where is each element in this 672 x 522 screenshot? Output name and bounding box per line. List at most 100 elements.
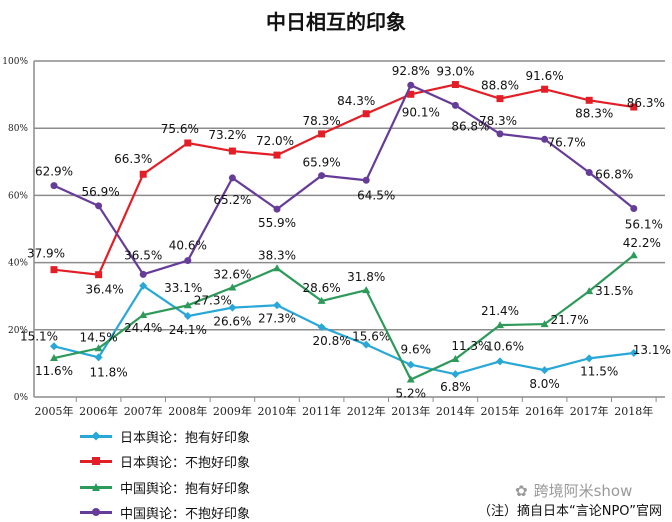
data-point: [273, 151, 281, 159]
data-label: 62.9%: [35, 165, 73, 179]
data-label: 14.5%: [80, 330, 118, 344]
data-label: 11.8%: [90, 365, 128, 379]
source-note: （注）摘自日本“言论NPO”官网: [478, 504, 663, 519]
series-line: [53, 284, 634, 376]
data-label: 65.2%: [213, 193, 251, 207]
data-label: 9.6%: [401, 343, 432, 357]
y-tick-label: 100%: [2, 57, 28, 67]
data-point: [407, 90, 415, 98]
series-line: [53, 254, 635, 381]
data-label: 56.9%: [82, 185, 120, 199]
data-point: [95, 202, 103, 210]
y-tick-label: 20%: [8, 326, 28, 336]
x-tick-label: 2010年: [258, 404, 297, 418]
x-tick-label: 2006年: [79, 404, 118, 418]
data-label: 32.6%: [213, 267, 251, 281]
y-tick-label: 40%: [8, 259, 28, 269]
data-point: [317, 323, 326, 332]
data-point: [183, 312, 192, 321]
x-tick-label: 2015年: [481, 404, 520, 418]
data-label: 88.8%: [481, 79, 519, 93]
data-label: 31.8%: [347, 270, 385, 284]
data-point: [184, 257, 192, 265]
x-tick-label: 2013年: [391, 404, 430, 418]
data-point: [541, 135, 549, 143]
data-point: [540, 366, 549, 375]
data-point: [629, 348, 638, 357]
legend-label: 中国舆论：不抱好印象: [120, 507, 251, 522]
data-label: 24.1%: [169, 323, 207, 337]
x-tick-label: 2005年: [35, 404, 74, 418]
data-point: [629, 251, 638, 259]
data-point: [228, 174, 236, 182]
data-point: [139, 311, 148, 319]
data-label: 66.3%: [114, 152, 152, 166]
data-point: [407, 81, 415, 89]
data-label: 78.3%: [479, 114, 517, 128]
data-label: 28.6%: [303, 281, 341, 295]
data-point: [496, 357, 504, 366]
data-point: [496, 321, 504, 329]
data-point: [50, 182, 58, 190]
legend-item-japan-unfavorable: 日本舆论：不抱好印象: [80, 452, 250, 471]
data-label: 15.6%: [352, 330, 390, 344]
data-point: [94, 344, 103, 352]
data-label: 88.3%: [575, 106, 613, 120]
data-point: [139, 170, 147, 178]
x-tick-label: 2008年: [168, 404, 207, 418]
data-point: [451, 101, 459, 109]
data-label: 90.1%: [402, 105, 440, 119]
data-point: [183, 301, 192, 309]
data-point: [451, 370, 460, 379]
data-point: [585, 96, 593, 104]
data-point: [94, 353, 103, 362]
y-tick-label: 0%: [14, 393, 29, 403]
data-label: 33.1%: [164, 281, 202, 295]
data-label: 26.6%: [213, 315, 251, 329]
data-point: [362, 110, 370, 118]
data-label: 13.1%: [633, 343, 671, 357]
data-label: 36.4%: [86, 283, 124, 297]
data-point: [585, 169, 593, 177]
data-point: [273, 301, 281, 310]
data-label: 40.6%: [169, 239, 207, 253]
data-label: 11.6%: [35, 364, 73, 378]
data-label: 37.9%: [27, 247, 65, 261]
data-point: [50, 266, 58, 274]
data-point: [228, 147, 236, 155]
data-label: 5.2%: [396, 387, 427, 401]
data-point: [630, 205, 638, 213]
legend-item-china-unfavorable: 中国舆论：不抱好印象: [80, 503, 250, 522]
data-point: [273, 205, 281, 213]
legend-item-china-favorable: 中国舆论：抱有好印象: [80, 478, 250, 497]
data-point: [273, 264, 281, 272]
data-label: 76.7%: [548, 135, 586, 149]
x-tick-label: 2016年: [525, 404, 564, 418]
data-label: 93.0%: [436, 65, 474, 79]
data-point: [318, 130, 326, 138]
data-point: [406, 360, 415, 369]
data-point: [585, 354, 594, 363]
data-label: 92.8%: [392, 64, 430, 78]
data-label: 10.6%: [486, 339, 524, 353]
x-tick-label: 2009年: [213, 404, 252, 418]
data-label: 86.3%: [627, 96, 665, 110]
data-point: [184, 139, 192, 147]
series-line: [53, 83, 634, 276]
data-label: 27.3%: [258, 311, 296, 325]
data-point: [50, 342, 58, 351]
x-tick-label: 2011年: [302, 404, 341, 418]
legend-label: 日本舆论：不抱好印象: [120, 456, 251, 471]
data-label: 27.3%: [194, 293, 232, 307]
data-label: 11.5%: [580, 364, 618, 378]
data-label: 64.5%: [357, 188, 395, 202]
data-label: 72.0%: [256, 134, 294, 148]
data-label: 20.8%: [313, 334, 351, 348]
data-point: [541, 85, 549, 93]
data-label: 21.4%: [481, 304, 519, 318]
data-point: [630, 103, 638, 111]
data-label: 56.1%: [625, 218, 663, 232]
data-label: 86.8%: [451, 119, 489, 133]
data-label: 91.6%: [526, 69, 564, 83]
